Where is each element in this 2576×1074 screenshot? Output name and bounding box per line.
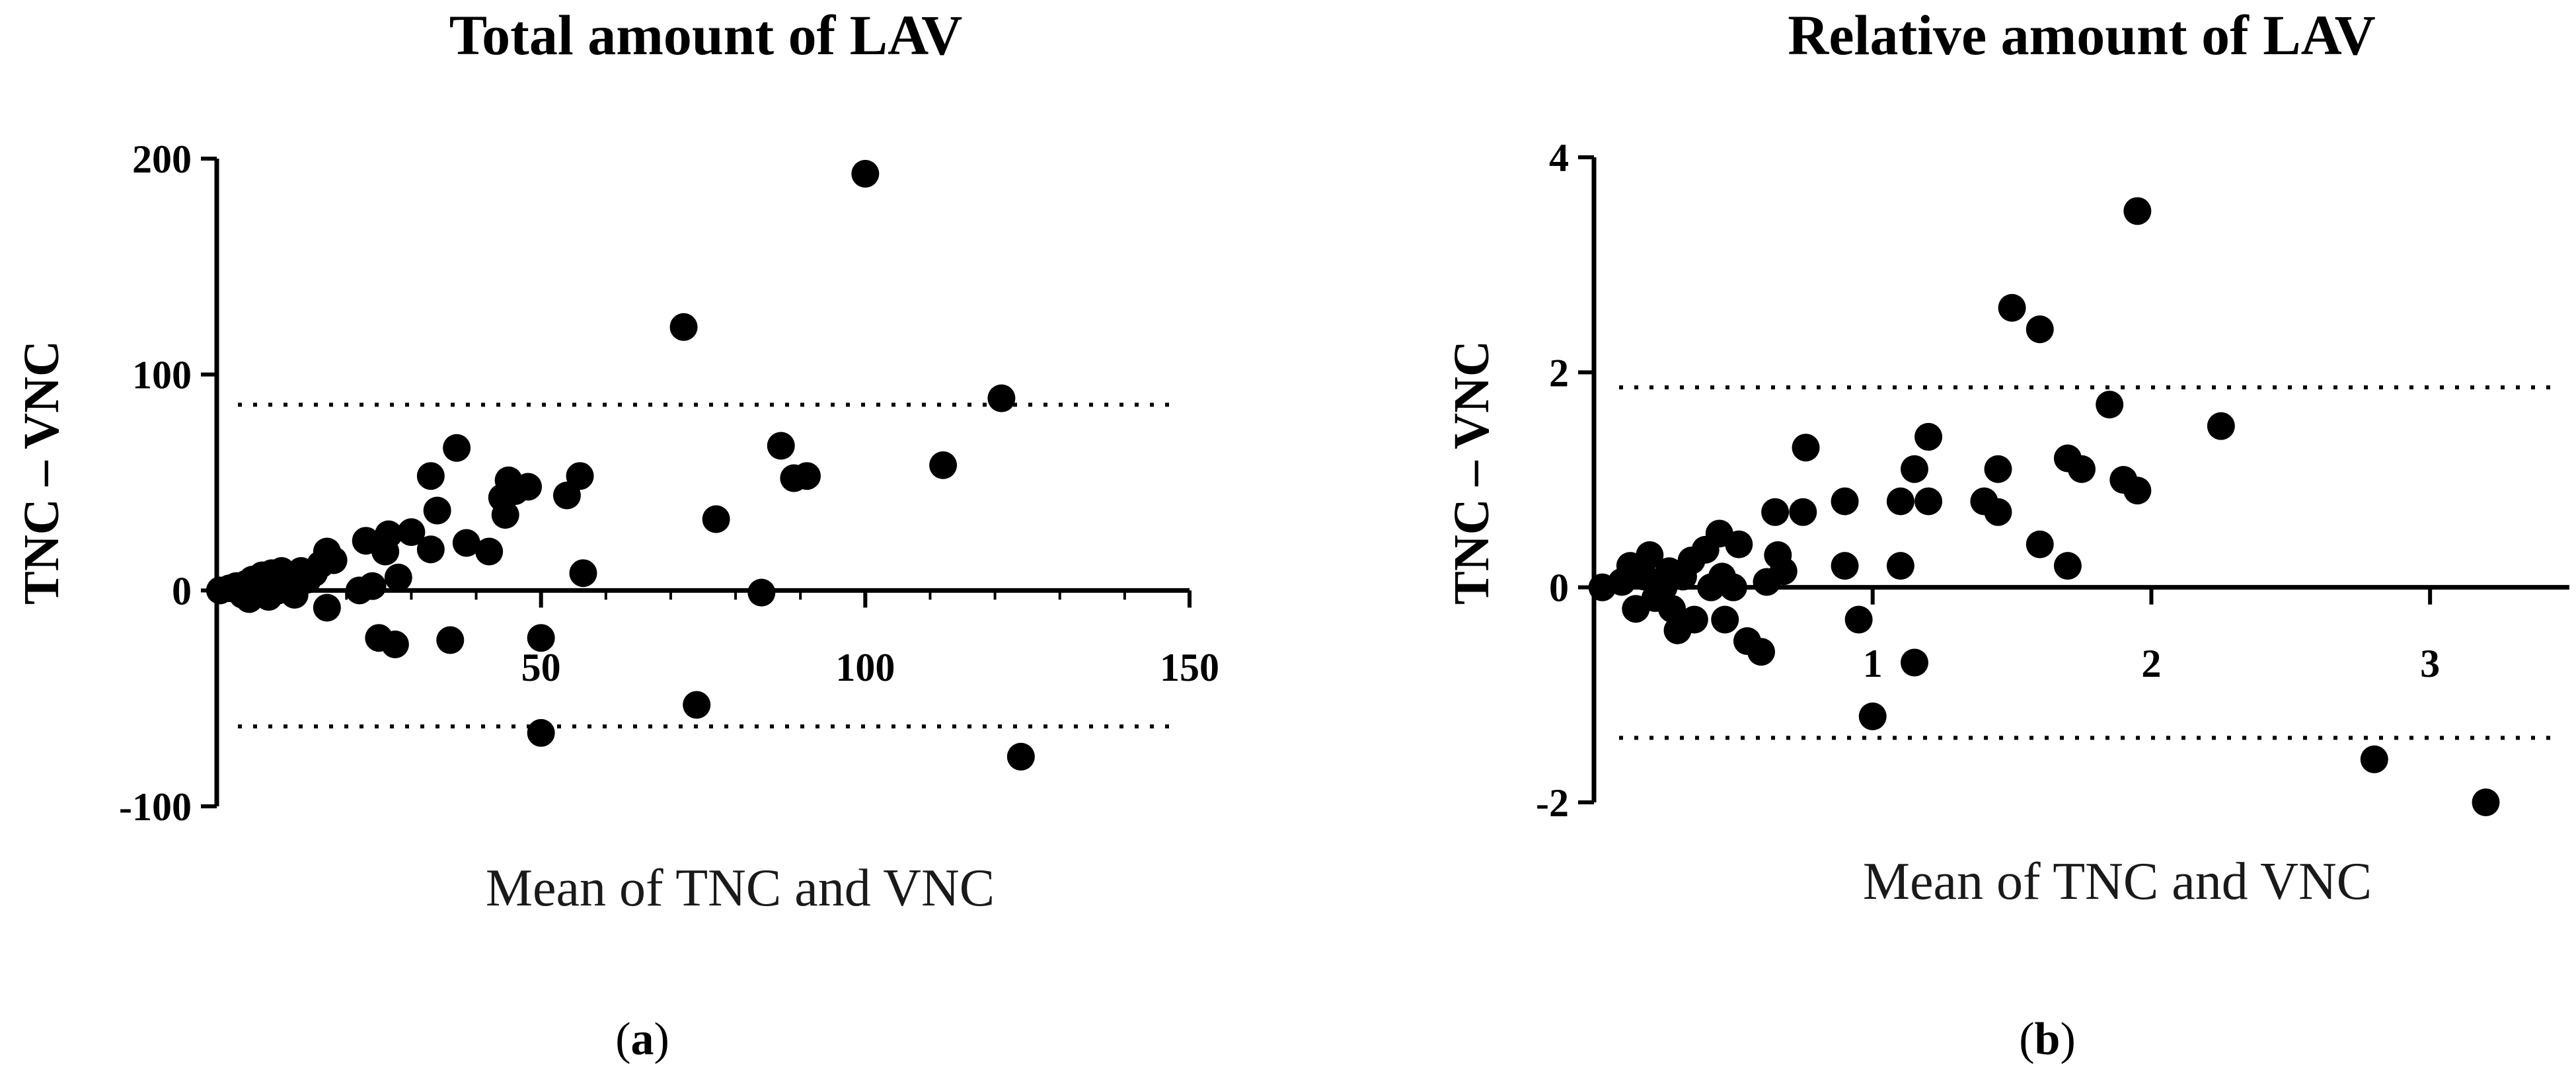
data-point — [1984, 455, 2012, 483]
panel-label: (a) — [615, 1014, 669, 1065]
x-tick-label: 50 — [521, 646, 561, 689]
data-point — [319, 546, 348, 574]
data-point — [1789, 498, 1817, 526]
data-point — [793, 462, 821, 490]
data-point — [767, 432, 795, 460]
chart-title: Relative amount of LAV — [1788, 3, 2375, 67]
data-point — [491, 501, 519, 529]
data-point — [423, 496, 451, 525]
x-tick-label: 2 — [2141, 642, 2161, 685]
data-point — [2472, 788, 2500, 816]
chart-total-amount: Total amount of LAV TNC – VNC Mean of TN… — [14, 3, 1219, 1065]
x-tick-label: 150 — [1160, 646, 1219, 689]
data-point — [436, 626, 465, 654]
data-point — [2096, 391, 2124, 419]
data-point — [1886, 552, 1914, 580]
data-point — [1769, 557, 1798, 586]
data-point — [416, 462, 445, 490]
x-tick-label: 1 — [1863, 642, 1883, 685]
data-point — [2360, 745, 2388, 773]
plot-area: -2 0 2 4 1 2 3 — [1536, 136, 2569, 825]
data-point — [2026, 315, 2054, 344]
x-axis-label: Mean of TNC and VNC — [486, 859, 995, 917]
data-point — [669, 313, 698, 341]
x-tick-label: 100 — [835, 646, 895, 689]
y-tick-label: 0 — [172, 569, 192, 613]
data-point — [452, 529, 480, 557]
data-point — [683, 691, 711, 719]
data-point — [1831, 487, 1859, 516]
data-point — [566, 462, 594, 490]
data-point — [2207, 412, 2235, 440]
y-tick-label: 200 — [132, 137, 192, 181]
y-tick-label: 100 — [132, 354, 192, 397]
data-point — [375, 520, 403, 549]
data-point — [1914, 487, 1943, 516]
data-point — [1636, 541, 1664, 569]
data-point — [313, 594, 341, 622]
data-point — [2123, 197, 2152, 225]
data-point — [1858, 702, 1887, 730]
data-point — [381, 631, 409, 658]
chart-title: Total amount of LAV — [449, 3, 963, 67]
data-point — [2068, 455, 2096, 483]
plot-area: -100 0 100 200 50 100 150 — [119, 137, 1219, 829]
data-point — [527, 718, 555, 747]
data-point — [1792, 434, 1820, 462]
chart-relative-amount: Relative amount of LAV TNC – VNC Mean of… — [1444, 3, 2569, 1065]
data-point — [1831, 552, 1859, 580]
y-axis-label: TNC – VNC — [1444, 340, 1499, 605]
data-point — [2053, 552, 2082, 580]
data-point — [1984, 498, 2012, 526]
data-point — [527, 624, 555, 652]
data-point — [1747, 638, 1776, 666]
data-point — [1680, 605, 1708, 634]
data-point — [2026, 530, 2054, 558]
data-point — [987, 384, 1016, 412]
data-point — [747, 578, 776, 607]
data-point — [416, 535, 445, 564]
y-tick-label: 0 — [1549, 566, 1569, 610]
y-tick-label: 4 — [1549, 136, 1569, 180]
y-tick-label: 2 — [1549, 351, 1569, 395]
data-point — [1711, 605, 1739, 634]
data-point — [358, 572, 387, 600]
data-point — [1719, 573, 1747, 601]
data-point — [1998, 293, 2026, 322]
data-point — [1900, 455, 1928, 483]
data-point — [514, 473, 543, 501]
data-point — [1900, 648, 1928, 677]
data-point — [443, 434, 471, 462]
data-point — [1914, 422, 1943, 451]
data-point — [384, 563, 412, 592]
y-axis-label: TNC – VNC — [14, 340, 69, 605]
data-point — [397, 518, 426, 547]
x-tick-label: 3 — [2420, 642, 2440, 685]
data-point — [1761, 498, 1790, 526]
data-point — [1658, 595, 1686, 623]
data-point — [1886, 487, 1914, 516]
y-tick-label: -2 — [1536, 781, 1569, 825]
x-axis-label: Mean of TNC and VNC — [1863, 853, 2372, 911]
data-point — [1844, 605, 1873, 634]
data-point — [1006, 742, 1035, 771]
data-point — [1725, 530, 1753, 558]
data-point — [702, 505, 730, 533]
y-tick-label: -100 — [119, 785, 192, 829]
data-point — [475, 537, 504, 566]
data-point — [2123, 477, 2152, 505]
data-point — [569, 559, 597, 588]
data-point — [929, 451, 958, 479]
data-point — [851, 159, 880, 188]
panel-label: (b) — [2019, 1014, 2076, 1065]
